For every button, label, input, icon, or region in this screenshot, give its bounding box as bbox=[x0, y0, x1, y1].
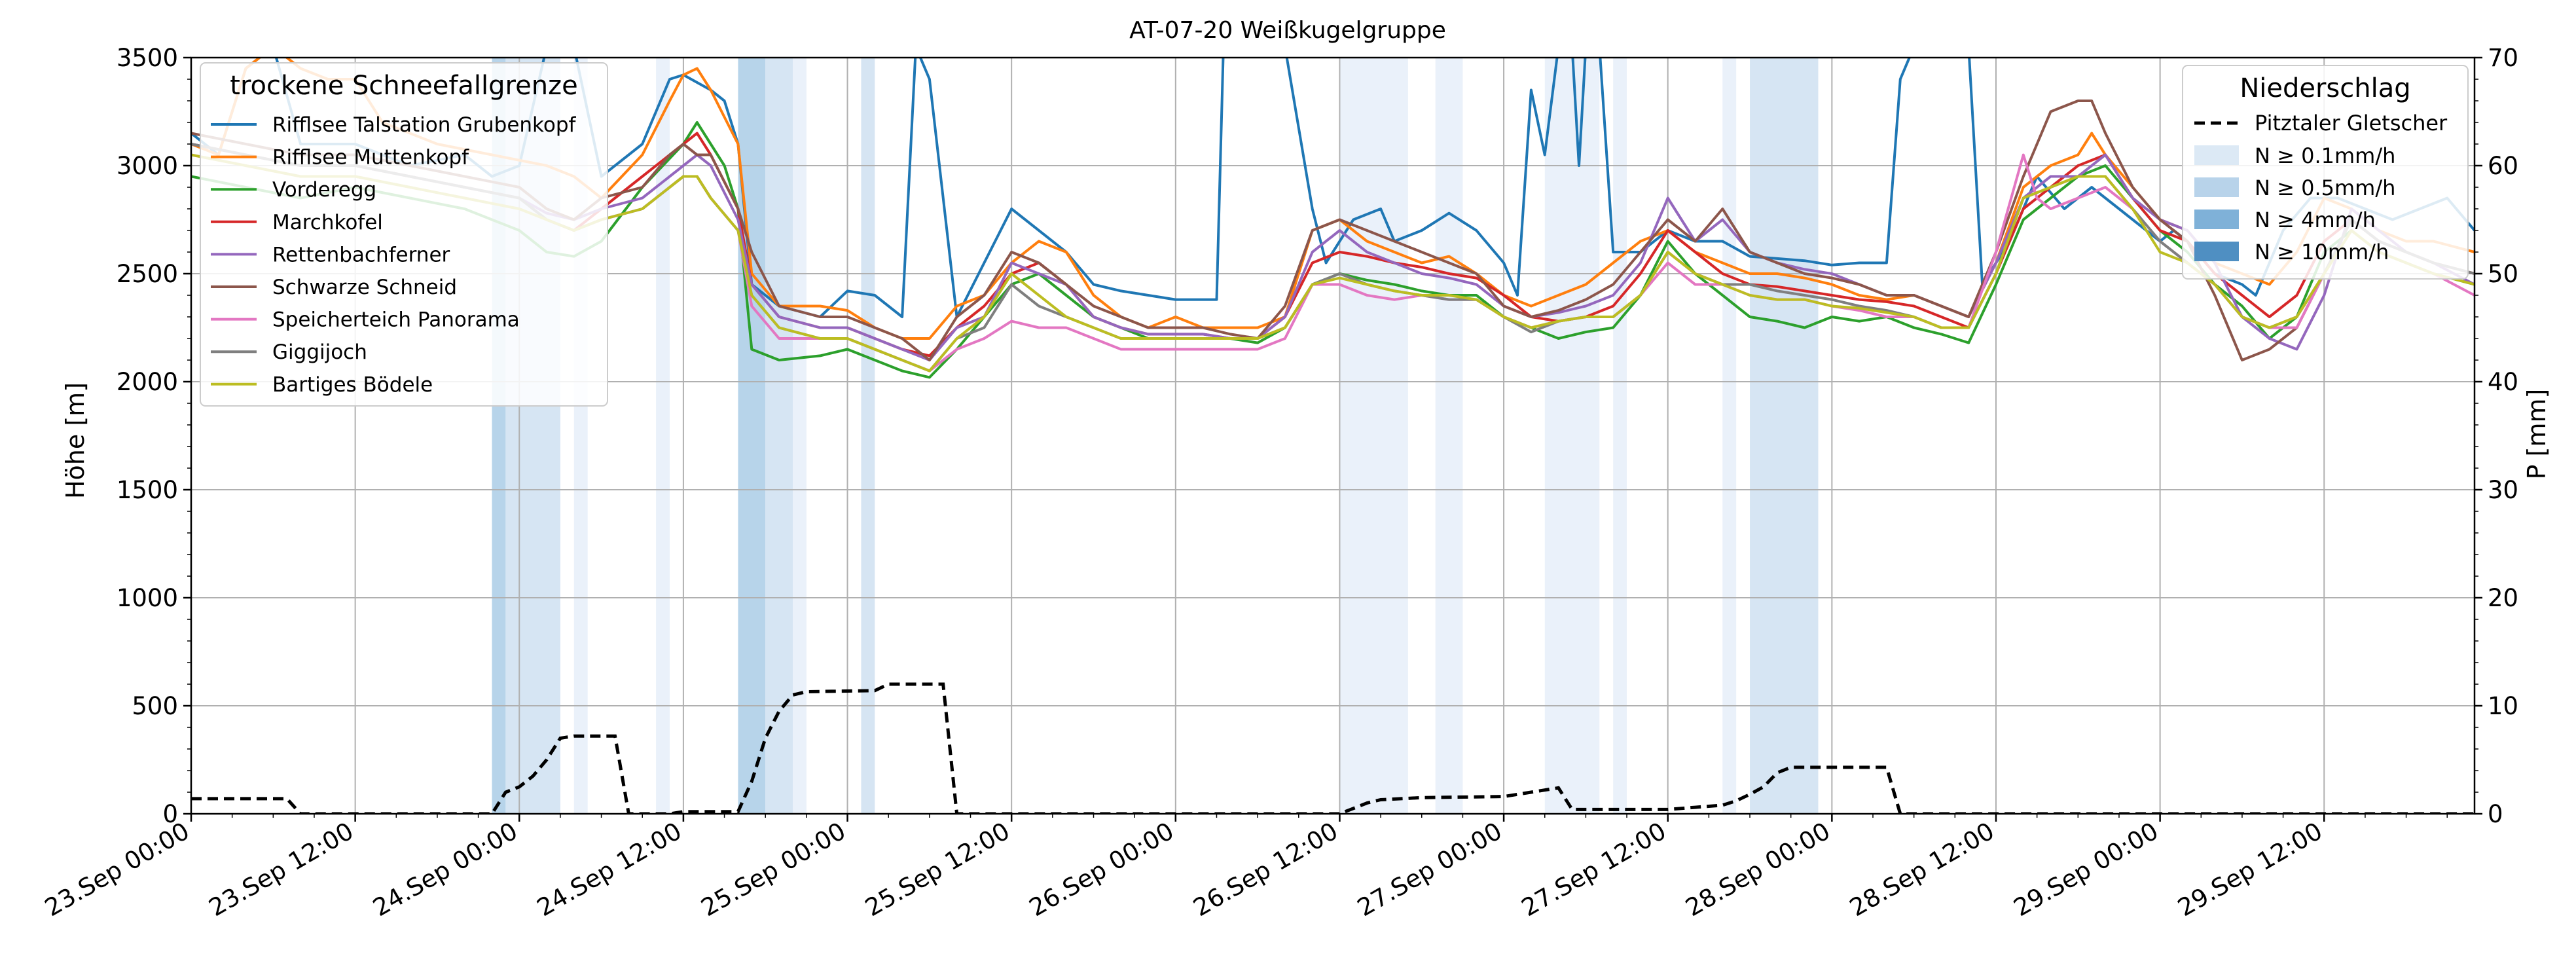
legend-right-box bbox=[2182, 65, 2469, 280]
legend-right-band-label-0: N ≥ 0.1mm/h bbox=[2255, 143, 2395, 168]
precip-band-8 bbox=[1339, 58, 1408, 814]
precip-band-13 bbox=[1750, 58, 1819, 814]
series-line-2 bbox=[191, 121, 2475, 379]
legend-right-band-label-3: N ≥ 10mm/h bbox=[2255, 240, 2389, 265]
precip-band-9 bbox=[1435, 58, 1463, 814]
precip-band-12 bbox=[1722, 58, 1737, 814]
precip-band-5 bbox=[765, 58, 793, 814]
legend-left-box bbox=[200, 62, 608, 407]
y-tick-label-right-0: 0 bbox=[2488, 800, 2503, 828]
y-axis-label-right: P [mm] bbox=[2522, 389, 2551, 480]
legend-left-label-4: Rettenbachferner bbox=[272, 243, 450, 266]
y-tick-label-right-1: 10 bbox=[2488, 692, 2518, 720]
legend-left-label-3: Marchkofel bbox=[272, 211, 383, 234]
y-tick-label-left-5: 2500 bbox=[117, 260, 178, 288]
y-tick-label-right-2: 20 bbox=[2488, 584, 2518, 612]
legend-left-label-1: Rifflsee Muttenkopf bbox=[272, 146, 469, 170]
y-tick-label-left-0: 0 bbox=[162, 800, 178, 828]
y-tick-label-left-7: 3500 bbox=[117, 44, 178, 72]
legend-left-label-2: Vorderegg bbox=[272, 178, 376, 202]
series-lines bbox=[191, 58, 2475, 379]
y-tick-label-left-3: 1500 bbox=[117, 476, 178, 504]
legend-right-band-items: N ≥ 0.1mm/h N ≥ 0.5mm/h N ≥ 4mm/h N ≥ 10mm/… bbox=[2194, 143, 2395, 265]
plot-frame bbox=[190, 56, 2476, 815]
legend-left-label-7: Giggijoch bbox=[272, 340, 367, 364]
precip-band-7 bbox=[861, 58, 875, 814]
legend-left-label-5: Schwarze Schneid bbox=[272, 276, 457, 299]
precip-band-6 bbox=[792, 58, 807, 814]
series-line-5 bbox=[191, 100, 2475, 361]
precip-line bbox=[191, 682, 2475, 814]
y-tick-label-right-4: 40 bbox=[2488, 368, 2518, 396]
precip-band-3 bbox=[656, 58, 670, 814]
series-line-1 bbox=[191, 58, 2475, 340]
y-tick-label-right-7: 70 bbox=[2488, 44, 2518, 72]
y-tick-label-left-6: 3000 bbox=[117, 152, 178, 180]
legend-left-label-8: Bartiges Bödele bbox=[272, 373, 433, 397]
legend-right-band-label-2: N ≥ 4mm/h bbox=[2255, 208, 2376, 232]
legend-right-band-swatch-0 bbox=[2194, 145, 2239, 165]
y-tick-label-right-5: 50 bbox=[2488, 260, 2518, 288]
y-tick-label-left-4: 2000 bbox=[117, 368, 178, 396]
legend-right-line-label: Pitztaler Gletscher bbox=[2255, 111, 2448, 136]
legend-left: trockene Schneefallgrenze Rifflsee Talst… bbox=[200, 62, 608, 407]
chart-title: AT-07-20 Weißkugelgruppe bbox=[1129, 17, 1446, 44]
legend-right-band-label-1: N ≥ 0.5mm/h bbox=[2255, 175, 2395, 200]
y-tick-label-left-2: 1000 bbox=[117, 584, 178, 612]
precipitation-line-group bbox=[191, 682, 2475, 814]
legend-left-items: Rifflsee Talstation Grubenkopf Rifflsee M… bbox=[211, 113, 577, 397]
y-tick-label-left-1: 500 bbox=[132, 692, 178, 720]
y-tick-label-right-3: 30 bbox=[2488, 476, 2518, 504]
legend-right-band-swatch-3 bbox=[2194, 242, 2239, 261]
legend-right-band-swatch-1 bbox=[2194, 177, 2239, 197]
legend-left-label-0: Rifflsee Talstation Grubenkopf bbox=[272, 113, 577, 137]
series-line-8 bbox=[191, 153, 2475, 373]
legend-left-label-6: Speicherteich Panorama bbox=[272, 308, 520, 332]
y-axis-label-left: Höhe [m] bbox=[61, 382, 90, 499]
legend-right: Niederschlag Pitztaler Gletscher N ≥ 0.1… bbox=[2182, 65, 2469, 280]
precip-band-11 bbox=[1613, 58, 1627, 814]
legend-right-title: Niederschlag bbox=[2240, 73, 2410, 103]
precip-band-10 bbox=[1544, 58, 1600, 814]
y-tick-label-right-6: 60 bbox=[2488, 152, 2518, 180]
legend-left-title: trockene Schneefallgrenze bbox=[230, 71, 577, 101]
legend-right-band-swatch-2 bbox=[2194, 210, 2239, 229]
